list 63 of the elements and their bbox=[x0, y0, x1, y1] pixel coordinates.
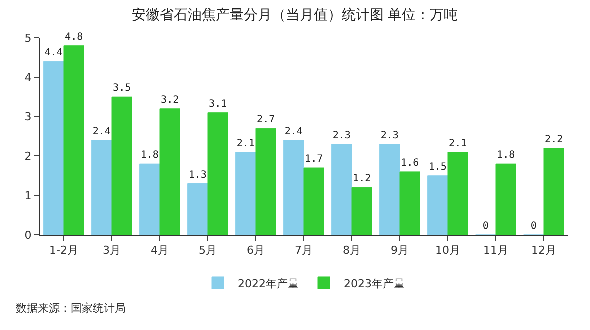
x-tick-label: 5月 bbox=[199, 244, 217, 258]
bar bbox=[112, 96, 132, 235]
data-label: 3.2 bbox=[161, 94, 180, 106]
data-label: 2.4 bbox=[284, 126, 303, 138]
data-label: 2.1 bbox=[449, 138, 468, 150]
data-label: 2.7 bbox=[257, 114, 276, 126]
x-tick-label: 6月 bbox=[247, 244, 265, 258]
bar bbox=[64, 46, 84, 235]
data-label: 3.5 bbox=[113, 83, 132, 94]
bar bbox=[256, 128, 276, 235]
data-label: 2.2 bbox=[545, 134, 564, 146]
y-tick-label: 5 bbox=[24, 32, 32, 45]
data-label: 2.4 bbox=[92, 126, 111, 138]
x-tick-label: 11月 bbox=[484, 244, 508, 258]
source-note: 数据来源：国家统计局 bbox=[16, 302, 126, 315]
data-label: 2.1 bbox=[236, 138, 255, 150]
bar bbox=[380, 144, 400, 235]
y-tick-label: 4 bbox=[24, 71, 32, 84]
bar bbox=[140, 164, 160, 235]
bar bbox=[428, 176, 448, 235]
legend-label: 2023年产量 bbox=[344, 277, 405, 290]
legend-label: 2022年产量 bbox=[238, 277, 299, 290]
bar bbox=[332, 144, 352, 235]
data-label: 1.6 bbox=[401, 158, 420, 169]
bar bbox=[400, 172, 420, 235]
x-tick-label: 3月 bbox=[103, 244, 121, 258]
bar bbox=[188, 184, 208, 235]
x-tick-label: 12月 bbox=[532, 244, 556, 258]
x-tick-label: 7月 bbox=[295, 244, 313, 258]
x-tick-label: 8月 bbox=[343, 244, 361, 258]
data-label: 2.3 bbox=[332, 130, 351, 142]
data-label: 3.1 bbox=[209, 98, 228, 110]
data-label: 2.3 bbox=[380, 130, 399, 142]
bar bbox=[160, 108, 180, 235]
bar bbox=[92, 140, 112, 235]
bar bbox=[352, 187, 372, 235]
bar bbox=[496, 164, 516, 235]
y-tick-label: 0 bbox=[24, 228, 32, 242]
data-label: 0 bbox=[530, 221, 537, 232]
x-tick-label: 4月 bbox=[151, 244, 169, 258]
data-label: 1.8 bbox=[140, 150, 159, 162]
x-tick-label: 10月 bbox=[436, 244, 460, 258]
bar bbox=[304, 168, 324, 235]
bar bbox=[284, 140, 304, 235]
y-tick-label: 3 bbox=[24, 110, 32, 124]
chart-title: 安徽省石油焦产量分月（当月值）统计图 单位：万吨 bbox=[132, 8, 458, 24]
data-label: 1.2 bbox=[353, 174, 372, 185]
bar bbox=[236, 152, 256, 235]
data-label: 1.8 bbox=[497, 150, 516, 162]
data-label: 1.3 bbox=[188, 170, 207, 181]
x-tick-label: 9月 bbox=[391, 244, 409, 258]
data-label: 4.8 bbox=[65, 32, 84, 43]
data-label: 1.7 bbox=[305, 154, 324, 166]
bar bbox=[44, 61, 64, 235]
y-tick-label: 1 bbox=[24, 189, 32, 202]
data-label: 1.5 bbox=[428, 162, 447, 173]
data-label: 4.4 bbox=[44, 48, 63, 59]
bar bbox=[208, 112, 228, 235]
data-label: 0 bbox=[482, 221, 489, 232]
y-tick-label: 2 bbox=[24, 150, 32, 164]
bar bbox=[544, 148, 564, 235]
bar bbox=[448, 152, 468, 235]
x-tick-label: 1-2月 bbox=[50, 244, 78, 258]
